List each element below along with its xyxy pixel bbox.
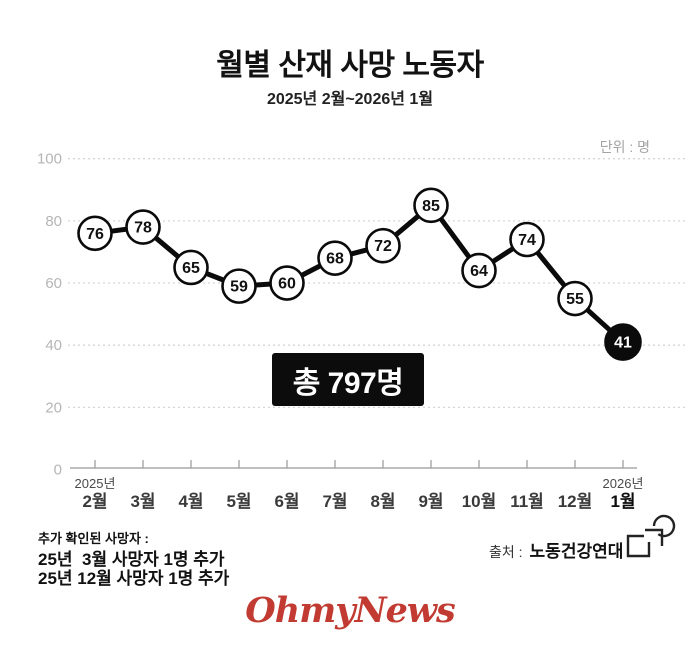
data-point [173,249,209,286]
footnote-heading: 추가 확인된 사망자 : [38,531,149,546]
x-axis-label: 12월 [558,492,593,511]
data-point-value: 55 [566,291,584,308]
data-point [413,187,449,224]
data-point-value: 60 [278,276,296,293]
footnote-line: 25년 3월 사망자 1명 추가 [38,550,225,569]
data-point [269,265,305,301]
x-axis-label: 8월 [370,492,395,511]
data-point-value: 68 [326,251,344,268]
y-axis-tick-label: 40 [45,337,62,354]
footnotes: 추가 확인된 사망자 : 25년 3월 사망자 1명 추가 25년 12월 사망… [38,528,229,588]
x-axis-label: 6월 [274,492,299,511]
year-label: 2026년 [603,476,644,491]
y-axis-tick-label: 100 [37,151,62,168]
total-badge: 총 797명 [272,353,424,406]
footnote-line: 25년 12월 사망자 1명 추가 [38,568,230,588]
source-prefix: 출처 : [489,544,523,560]
data-point-value: 59 [230,279,248,296]
x-axis-label: 7월 [322,492,347,511]
data-point [221,268,257,304]
data-point [509,221,545,258]
x-axis-label: 1월 [610,492,635,511]
data-point [461,252,497,289]
page-title: 월별 산재 사망 노동자 [216,49,484,82]
data-point [604,323,642,361]
data-point-value: 41 [614,335,632,352]
data-point-value: 65 [182,260,200,277]
y-axis-tick-label: 60 [45,275,62,292]
x-axis-label: 9월 [418,492,443,511]
data-point [365,227,401,264]
data-point [317,240,353,276]
y-axis-tick-label: 80 [45,213,62,230]
data-point [77,215,113,252]
source: 출처 : 노동건강연대 [489,537,623,562]
y-axis-tick-label: 0 [54,462,62,479]
x-axis-label: 2월 [82,492,107,511]
logo-square-shape [626,534,651,558]
y-axis-tick-label: 20 [45,399,62,416]
data-line [92,202,626,345]
organization-logo-icon [626,514,676,558]
x-axis-label: 10월 [462,492,497,511]
data-point-value: 74 [518,232,536,249]
data-point-value: 76 [86,226,104,243]
x-axis-label: 5월 [226,492,251,511]
data-point-value: 64 [470,263,488,280]
x-axis-label: 3월 [130,492,155,511]
unit-label: 단위 : 명 [599,139,650,155]
ohmynews-logo: OhmyNews [245,590,455,631]
data-point-value: 72 [374,238,392,255]
x-axis-label: 4월 [178,492,203,511]
data-point [125,209,161,245]
logo-circle-shape [652,514,676,538]
page-subtitle: 2025년 2월~2026년 1월 [266,91,434,108]
x-axis-label: 11월 [510,492,544,511]
source-name: 노동건강연대 [529,542,624,561]
data-point [557,280,593,317]
data-point-value: 78 [134,220,152,237]
data-point-value: 85 [422,198,440,215]
logo-bracket-shape [645,528,664,546]
year-label: 2025년 [75,476,116,491]
